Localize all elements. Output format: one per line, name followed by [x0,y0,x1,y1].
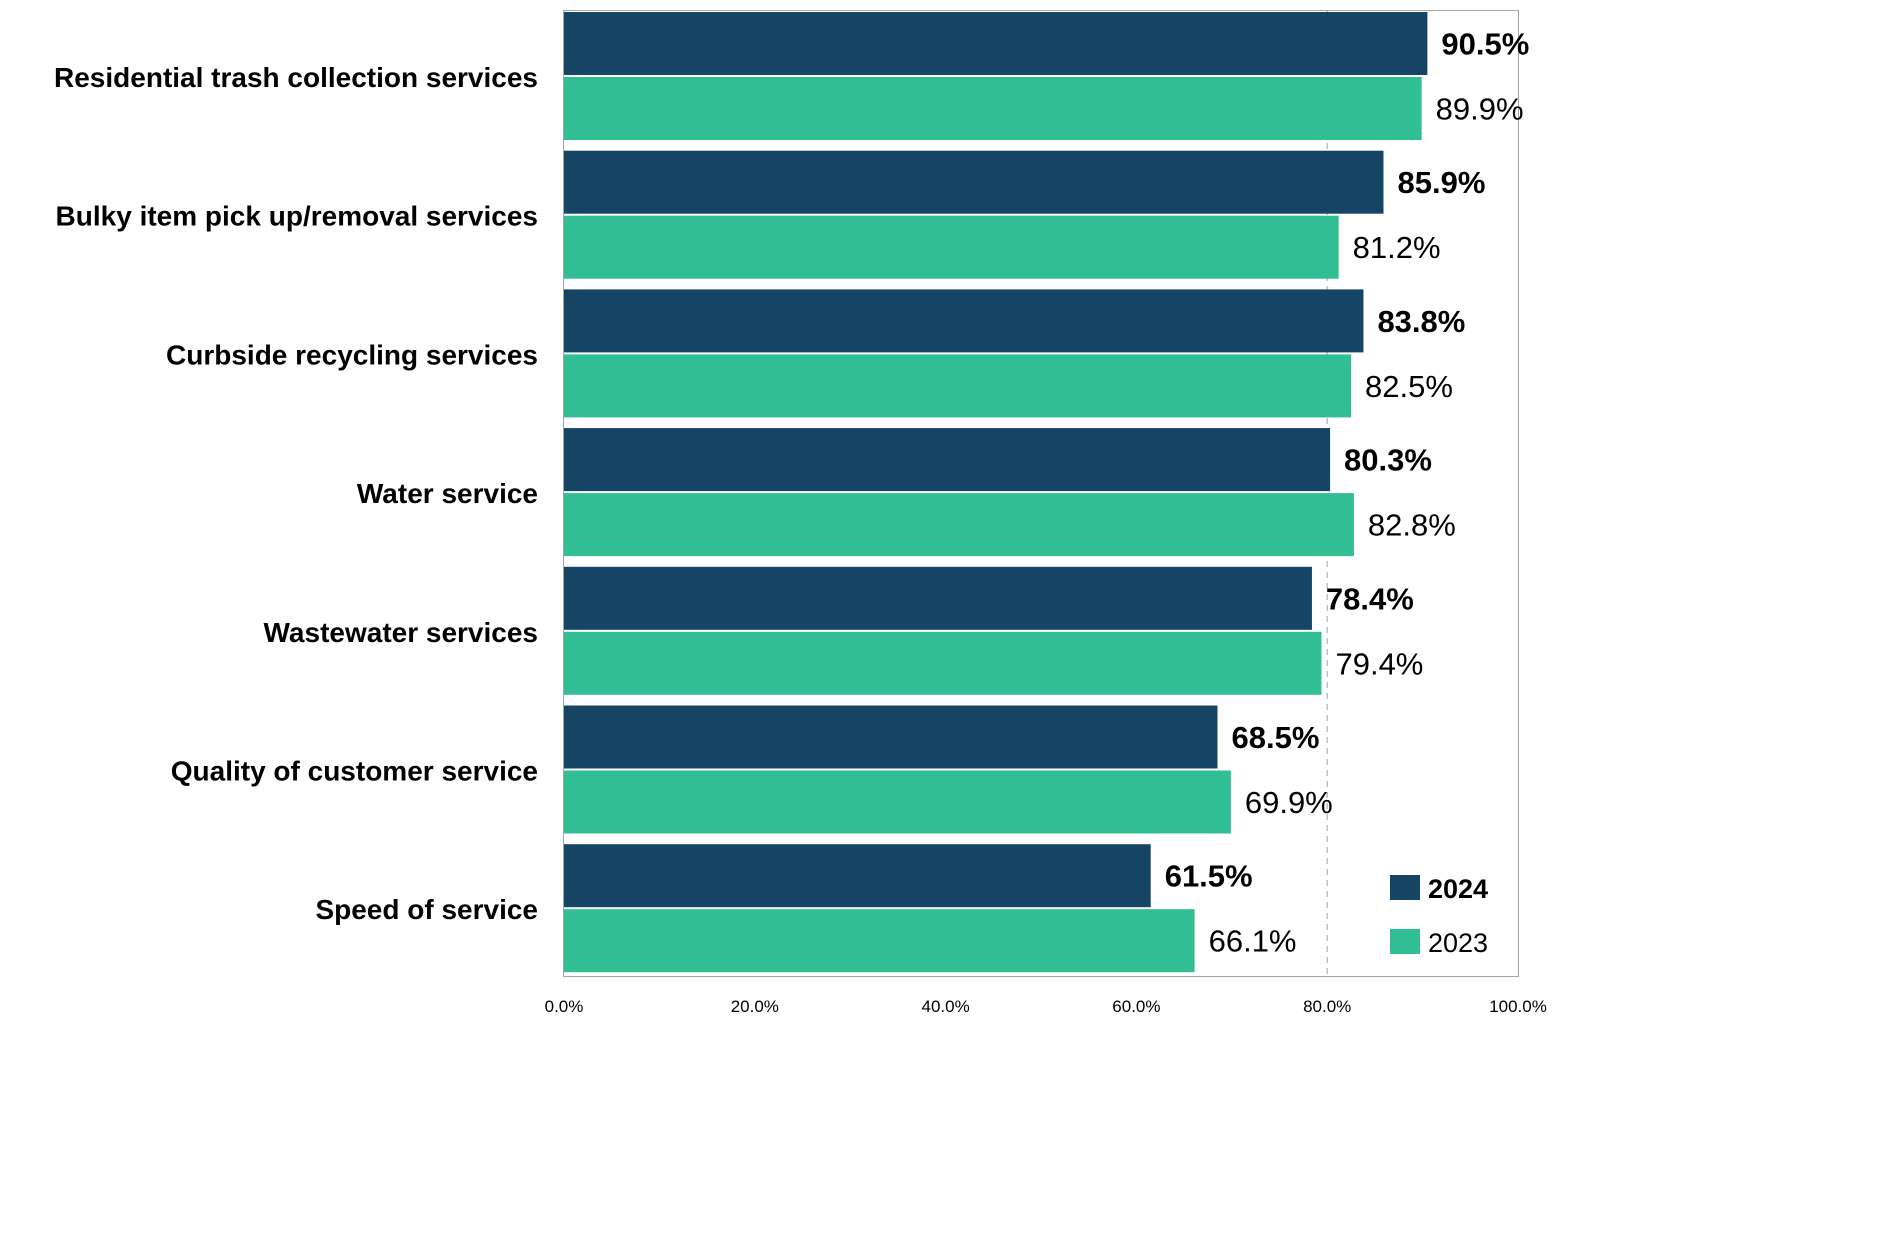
x-tick-label-0: 0.0% [545,997,584,1016]
category-label-2: Curbside recycling services [166,339,538,370]
x-tick-label-3: 60.0% [1112,997,1160,1016]
data-label-2023-5: 69.9% [1245,785,1333,820]
bar-2024-5 [564,705,1218,769]
x-axis-ticks: 0.0% 20.0% 40.0% 60.0% 80.0% 100.0% [545,997,1547,1016]
data-label-2023-0: 89.9% [1436,92,1524,127]
legend-swatch-2023 [1390,929,1420,954]
category-label-4: Wastewater services [264,617,538,648]
bar-2024-4 [564,566,1312,630]
bar-chart: Residential trash collection services Bul… [54,10,1547,1016]
data-label-2024-6: 61.5% [1165,859,1253,894]
category-labels: Residential trash collection services Bul… [54,62,538,925]
legend-label-2023: 2023 [1428,928,1488,958]
bar-2024-3 [564,428,1331,492]
data-label-2024-0: 90.5% [1441,27,1529,62]
legend-swatch-2024 [1390,875,1420,900]
bars-group [564,12,1428,973]
category-label-3: Water service [357,478,538,509]
bar-2023-5 [564,770,1231,834]
plot-area-frame [563,10,1519,977]
data-label-2024-5: 68.5% [1231,720,1319,755]
bar-2024-2 [564,289,1364,353]
bar-2023-0 [564,77,1422,140]
data-label-2023-3: 82.8% [1368,508,1456,543]
category-label-1: Bulky item pick up/removal services [56,201,538,232]
category-label-6: Speed of service [315,894,538,925]
bar-2024-6 [564,844,1151,908]
x-tick-label-2: 40.0% [921,997,969,1016]
category-label-0: Residential trash collection services [54,62,538,93]
bar-2023-2 [564,354,1352,418]
data-label-2024-2: 83.8% [1377,304,1465,339]
x-tick-label-5: 100.0% [1489,997,1547,1016]
data-label-2024-1: 85.9% [1397,165,1485,200]
bar-2024-1 [564,150,1384,214]
x-tick-label-1: 20.0% [731,997,779,1016]
legend: 2024 2023 [1390,874,1488,958]
bar-2023-4 [564,631,1322,695]
data-label-2023-6: 66.1% [1209,924,1297,959]
data-label-2024-3: 80.3% [1344,443,1432,478]
category-label-5: Quality of customer service [171,756,538,787]
bar-2023-1 [564,215,1339,279]
data-label-2024-4: 78.4% [1326,581,1414,616]
bar-2023-6 [564,909,1195,973]
x-tick-label-4: 80.0% [1303,997,1351,1016]
data-label-2023-4: 79.4% [1335,646,1423,681]
bar-2024-0 [564,12,1428,75]
value-labels: 90.5% 89.9% 85.9% 81.2% 83.8% 82.5% 80.3% 82.8%… [1165,27,1530,959]
data-label-2023-2: 82.5% [1365,369,1453,404]
legend-label-2024: 2024 [1428,874,1488,904]
bar-2023-3 [564,493,1354,557]
data-label-2023-1: 81.2% [1353,230,1441,265]
